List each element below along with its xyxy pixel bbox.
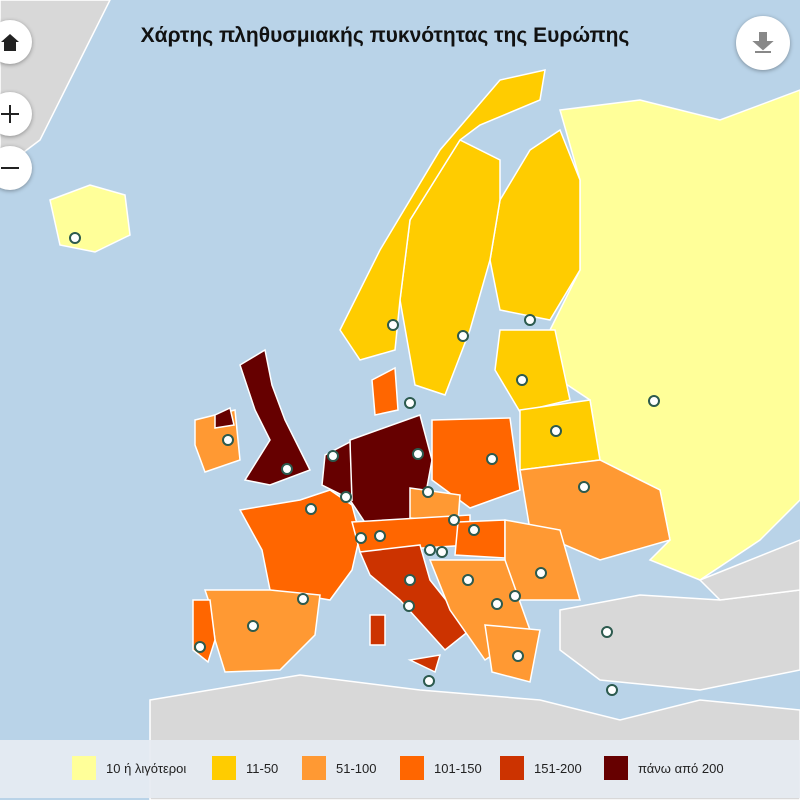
legend-item[interactable]: πάνω από 200: [604, 756, 724, 780]
legend-swatch: [72, 756, 96, 780]
download-button[interactable]: [736, 16, 790, 70]
sweden: [399, 139, 501, 396]
caucasus: [698, 539, 800, 601]
hungary: [454, 519, 506, 559]
legend-item[interactable]: 10 ή λιγότεροι: [72, 756, 186, 780]
greece: [484, 624, 541, 683]
legend-swatch: [604, 756, 628, 780]
sardinia: [369, 614, 386, 646]
legend-swatch: [400, 756, 424, 780]
legend-item[interactable]: 51-100: [302, 756, 376, 780]
norway: [339, 69, 546, 361]
portugal: [192, 599, 216, 664]
capital-markers: [69, 232, 660, 696]
poland: [431, 417, 521, 509]
finland: [489, 128, 581, 321]
home-icon: [1, 34, 19, 51]
denmark: [371, 366, 399, 416]
iceland: [49, 184, 131, 253]
plus-icon: [1, 105, 19, 123]
legend-item[interactable]: 151-200: [500, 756, 582, 780]
legend-label: 11-50: [246, 760, 279, 776]
legend-swatch: [212, 756, 236, 780]
france: [238, 489, 361, 601]
legend-label: 51-100: [336, 760, 377, 776]
map-title: Χάρτης πληθυσμιακής πυκνότητας της Ευρώπ…: [140, 24, 630, 47]
united-kingdom: [239, 348, 312, 486]
legend-label: 10 ή λιγότεροι: [106, 760, 187, 776]
northern-ireland: [214, 406, 235, 429]
legend-label: 151-200: [534, 760, 582, 776]
legend: 10 ή λιγότεροι 11-50 51-100 101-150 151-200 π…: [0, 740, 800, 798]
minus-icon: [1, 167, 19, 169]
italy: [358, 544, 472, 652]
legend-label: 101-150: [434, 760, 482, 776]
legend-swatch: [302, 756, 326, 780]
download-icon: [752, 32, 774, 53]
legend-label: πάνω από 200: [638, 760, 724, 776]
turkey: [559, 589, 800, 691]
legend-swatch: [500, 756, 524, 780]
sicily: [407, 654, 442, 674]
legend-item[interactable]: 101-150: [400, 756, 482, 780]
legend-item[interactable]: 11-50: [212, 756, 278, 780]
